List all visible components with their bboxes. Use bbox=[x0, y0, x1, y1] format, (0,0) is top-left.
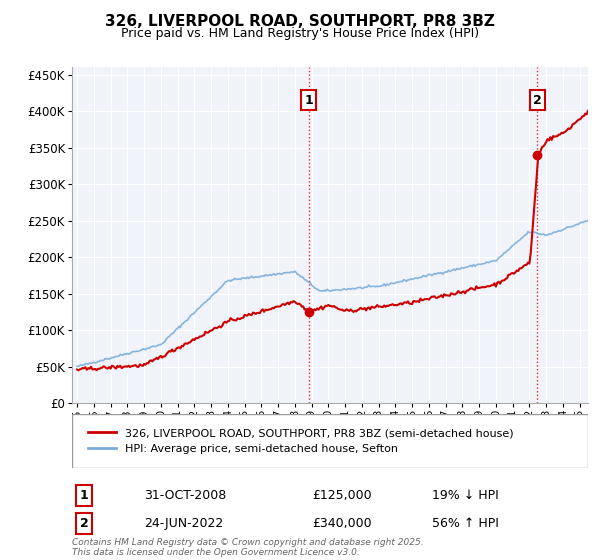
Text: 19% ↓ HPI: 19% ↓ HPI bbox=[432, 489, 499, 502]
Text: 2: 2 bbox=[533, 94, 542, 106]
Text: 1: 1 bbox=[80, 489, 88, 502]
Text: £340,000: £340,000 bbox=[312, 517, 371, 530]
Text: 31-OCT-2008: 31-OCT-2008 bbox=[144, 489, 226, 502]
Text: 24-JUN-2022: 24-JUN-2022 bbox=[144, 517, 223, 530]
Text: Price paid vs. HM Land Registry's House Price Index (HPI): Price paid vs. HM Land Registry's House … bbox=[121, 27, 479, 40]
Text: 1: 1 bbox=[304, 94, 313, 106]
Text: 2: 2 bbox=[80, 517, 88, 530]
Text: £125,000: £125,000 bbox=[312, 489, 371, 502]
Text: 326, LIVERPOOL ROAD, SOUTHPORT, PR8 3BZ: 326, LIVERPOOL ROAD, SOUTHPORT, PR8 3BZ bbox=[105, 14, 495, 29]
Text: Contains HM Land Registry data © Crown copyright and database right 2025.
This d: Contains HM Land Registry data © Crown c… bbox=[72, 538, 424, 557]
Legend: 326, LIVERPOOL ROAD, SOUTHPORT, PR8 3BZ (semi-detached house), HPI: Average pric: 326, LIVERPOOL ROAD, SOUTHPORT, PR8 3BZ … bbox=[83, 422, 519, 460]
Text: 56% ↑ HPI: 56% ↑ HPI bbox=[432, 517, 499, 530]
FancyBboxPatch shape bbox=[72, 414, 588, 468]
